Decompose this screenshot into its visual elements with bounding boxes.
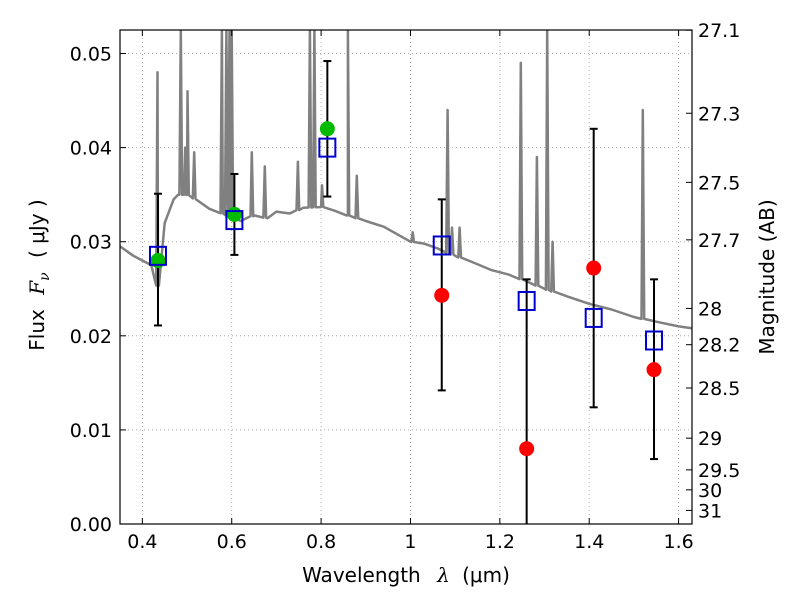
x-tick-label: 1.6	[663, 531, 693, 553]
model-point-square	[318, 137, 337, 158]
grid-lines	[120, 30, 692, 525]
data-points	[148, 121, 664, 457]
right-tick-label: 27.7	[698, 230, 740, 252]
data-point-circle	[434, 287, 450, 303]
data-point-circle	[586, 260, 602, 276]
x-tick-label: 1	[404, 531, 416, 553]
x-axis-label: Wavelength λ (μm)	[302, 563, 510, 587]
model-point-square	[517, 290, 536, 311]
x-tick-label: 1.4	[574, 531, 604, 553]
model-point-square	[432, 235, 451, 256]
y-tick-label: 0.02	[70, 326, 112, 348]
right-tick-label: 28.5	[698, 378, 740, 400]
data-point-circle	[646, 362, 662, 378]
y-axis-symbol: F	[25, 280, 49, 296]
right-tick-label: 31	[698, 500, 722, 522]
y-axis-subscript: ν	[37, 272, 53, 281]
y-axis-label-text: Flux	[25, 309, 49, 351]
data-point-circle	[319, 121, 335, 137]
template-spectrum-line	[120, 30, 692, 330]
right-tick-label: 30	[698, 480, 722, 502]
x-axis-unit: (μm)	[462, 563, 510, 587]
template-spectrum	[120, 30, 692, 330]
right-tick-label: 27.3	[698, 103, 740, 125]
y-axis-label: Flux Fν ( μJy )	[25, 199, 54, 350]
right-tick-label: 28.2	[698, 335, 740, 357]
right-axis-label: Magnitude (AB)	[755, 199, 779, 354]
x-axis-label-text: Wavelength	[302, 563, 421, 587]
right-tick-label: 27.1	[698, 20, 740, 42]
x-tick-label: 1.2	[485, 531, 515, 553]
y-tick-label: 0.03	[70, 232, 112, 254]
y-tick-label: 0.04	[70, 138, 112, 160]
model-point-square	[584, 307, 603, 328]
model-point-square	[148, 245, 167, 266]
model-point-square	[645, 330, 664, 351]
right-tick-label: 28	[698, 298, 722, 320]
y-axis-unit: ( μJy )	[25, 199, 49, 258]
data-point-circle	[519, 441, 535, 457]
y-tick-label: 0.00	[70, 514, 112, 536]
template-group	[120, 30, 692, 330]
x-axis-symbol: λ	[436, 563, 450, 587]
x-tick-label: 0.8	[306, 531, 336, 553]
right-tick-label: 29	[698, 428, 722, 450]
plot-frame	[119, 29, 693, 525]
x-tick-label: 0.4	[127, 531, 157, 553]
y-tick-label: 0.01	[70, 420, 112, 442]
model-point-square	[225, 210, 244, 231]
y-tick-label: 0.05	[70, 44, 112, 66]
x-tick-label: 0.6	[217, 531, 247, 553]
data-point-circle	[226, 206, 242, 222]
right-tick-label: 27.5	[698, 172, 740, 194]
right-tick-label: 29.5	[698, 460, 740, 482]
axis-ticks: 0.4 0.6 0.8 1 1.2 1.4 1.6 0.00 0.01 0.02 0.03 0.04 0…	[70, 20, 741, 553]
